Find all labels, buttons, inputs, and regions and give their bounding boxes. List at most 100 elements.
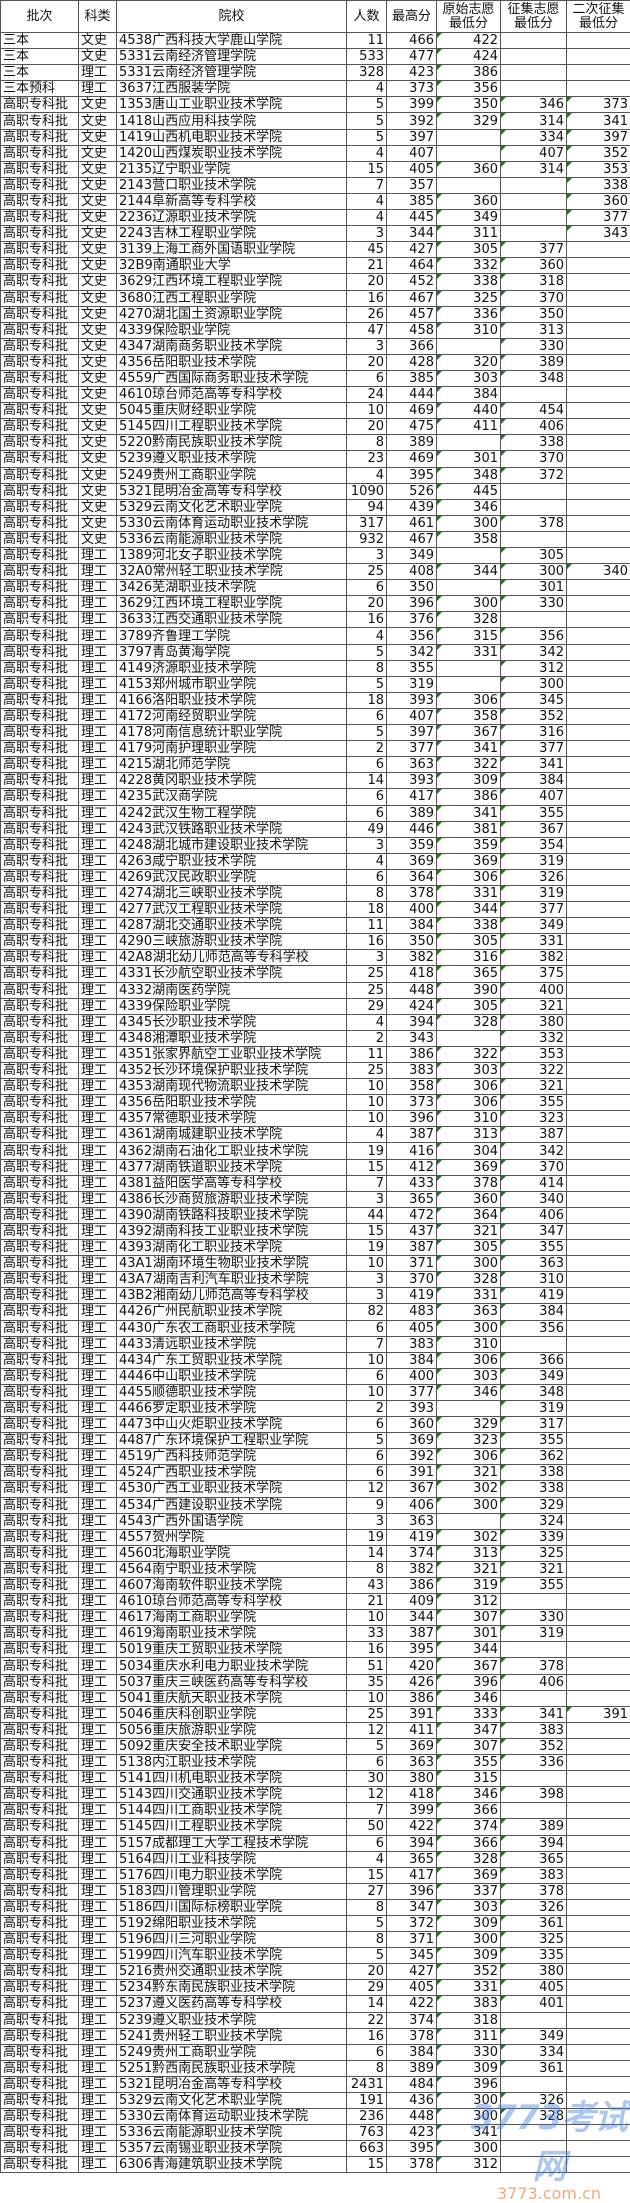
- cell-max-score: 357: [387, 177, 437, 193]
- cell-count: 6: [347, 789, 387, 805]
- cell-batch: 高职专科批: [1, 1481, 79, 1497]
- cell-school: 5321昆明冶金高等专科学校: [117, 2076, 347, 2092]
- cell-second-solicit-min: 391: [567, 1706, 630, 1722]
- cell-second-solicit-min: [567, 2157, 630, 2173]
- cell-category: 文史: [79, 210, 117, 226]
- cell-second-solicit-min: [567, 660, 630, 676]
- cell-second-solicit-min: [567, 419, 630, 435]
- cell-solicit-min: 380: [501, 1964, 567, 1980]
- cell-batch: 高职专科批: [1, 1706, 79, 1722]
- cell-second-solicit-min: [567, 451, 630, 467]
- cell-original-min: 306: [437, 1352, 501, 1368]
- cell-max-score: 423: [387, 2125, 437, 2141]
- cell-original-min: 311: [437, 226, 501, 242]
- cell-max-score: 457: [387, 306, 437, 322]
- cell-count: 533: [347, 49, 387, 65]
- cell-school: 2144阜新高等专科学校: [117, 193, 347, 209]
- cell-second-solicit-min: [567, 531, 630, 547]
- cell-count: 26: [347, 306, 387, 322]
- cell-category: 理工: [79, 580, 117, 596]
- cell-count: 317: [347, 515, 387, 531]
- cell-batch: 高职专科批: [1, 1465, 79, 1481]
- cell-original-min: 313: [437, 1545, 501, 1561]
- cell-original-min: [437, 177, 501, 193]
- cell-max-score: 426: [387, 1674, 437, 1690]
- cell-solicit-min: 328: [501, 2109, 567, 2125]
- cell-school: 5164四川工业科技学院: [117, 1851, 347, 1867]
- cell-count: 5: [347, 113, 387, 129]
- cell-original-min: 329: [437, 1417, 501, 1433]
- cell-batch: 高职专科批: [1, 1417, 79, 1433]
- cell-category: 理工: [79, 1417, 117, 1433]
- cell-school: 4361湖南城建职业技术学院: [117, 1127, 347, 1143]
- cell-batch: 高职专科批: [1, 1642, 79, 1658]
- cell-second-solicit-min: [567, 1175, 630, 1191]
- cell-batch: 高职专科批: [1, 1079, 79, 1095]
- cell-batch: 高职专科批: [1, 2157, 79, 2173]
- cell-solicit-min: [501, 1336, 567, 1352]
- cell-max-score: 382: [387, 1561, 437, 1577]
- cell-second-solicit-min: [567, 1368, 630, 1384]
- cell-category: 理工: [79, 1481, 117, 1497]
- cell-batch: 高职专科批: [1, 1755, 79, 1771]
- cell-second-solicit-min: [567, 2060, 630, 2076]
- cell-solicit-min: 321: [501, 1561, 567, 1577]
- cell-original-min: 316: [437, 950, 501, 966]
- cell-count: 2: [347, 1400, 387, 1416]
- cell-school: 4269武汉民政职业学院: [117, 869, 347, 885]
- cell-count: 5: [347, 1433, 387, 1449]
- cell-category: 理工: [79, 1014, 117, 1030]
- cell-school: 4235武汉商学院: [117, 789, 347, 805]
- cell-solicit-min: 338: [501, 1465, 567, 1481]
- header-row: 批次科类院校人数最高分原始志愿最低分征集志愿最低分二次征集最低分: [1, 1, 630, 33]
- cell-original-min: 300: [437, 2093, 501, 2109]
- cell-category: 理工: [79, 1755, 117, 1771]
- cell-original-min: 344: [437, 902, 501, 918]
- cell-solicit-min: 361: [501, 2060, 567, 2076]
- cell-batch: 高职专科批: [1, 370, 79, 386]
- cell-school: 5249贵州工商职业学院: [117, 467, 347, 483]
- cell-batch: 高职专科批: [1, 998, 79, 1014]
- cell-batch: 高职专科批: [1, 1964, 79, 1980]
- cell-max-score: 345: [387, 1948, 437, 1964]
- cell-batch: 高职专科批: [1, 499, 79, 515]
- cell-school: 5143四川交通职业技术学院: [117, 1787, 347, 1803]
- cell-max-score: 374: [387, 1545, 437, 1561]
- cell-count: 21: [347, 258, 387, 274]
- cell-batch: 高职专科批: [1, 1948, 79, 1964]
- cell-solicit-min: 342: [501, 644, 567, 660]
- cell-batch: 高职专科批: [1, 1111, 79, 1127]
- cell-second-solicit-min: [567, 1465, 630, 1481]
- cell-original-min: 312: [437, 1594, 501, 1610]
- cell-school: 4263咸宁职业技术学院: [117, 853, 347, 869]
- cell-batch: 高职专科批: [1, 1561, 79, 1577]
- cell-school: 3633江西交通职业技术学院: [117, 612, 347, 628]
- cell-school: 5145四川工程职业技术学院: [117, 419, 347, 435]
- cell-batch: 高职专科批: [1, 193, 79, 209]
- cell-second-solicit-min: 397: [567, 129, 630, 145]
- cell-school: 4524广西职业技术学院: [117, 1465, 347, 1481]
- cell-second-solicit-min: [567, 2076, 630, 2092]
- cell-original-min: 307: [437, 1738, 501, 1754]
- cell-school: 4345长沙职业技术学院: [117, 1014, 347, 1030]
- cell-solicit-min: [501, 499, 567, 515]
- cell-max-score: 355: [387, 660, 437, 676]
- cell-max-score: 367: [387, 1481, 437, 1497]
- cell-school: 4356岳阳职业技术学院: [117, 1095, 347, 1111]
- cell-category: 理工: [79, 789, 117, 805]
- cell-school: 2135辽宁职业学院: [117, 161, 347, 177]
- cell-category: 理工: [79, 1915, 117, 1931]
- cell-category: 理工: [79, 998, 117, 1014]
- cell-category: 理工: [79, 676, 117, 692]
- cell-batch: 高职专科批: [1, 1384, 79, 1400]
- cell-count: 10: [347, 1610, 387, 1626]
- cell-batch: 高职专科批: [1, 1899, 79, 1915]
- cell-second-solicit-min: [567, 1980, 630, 1996]
